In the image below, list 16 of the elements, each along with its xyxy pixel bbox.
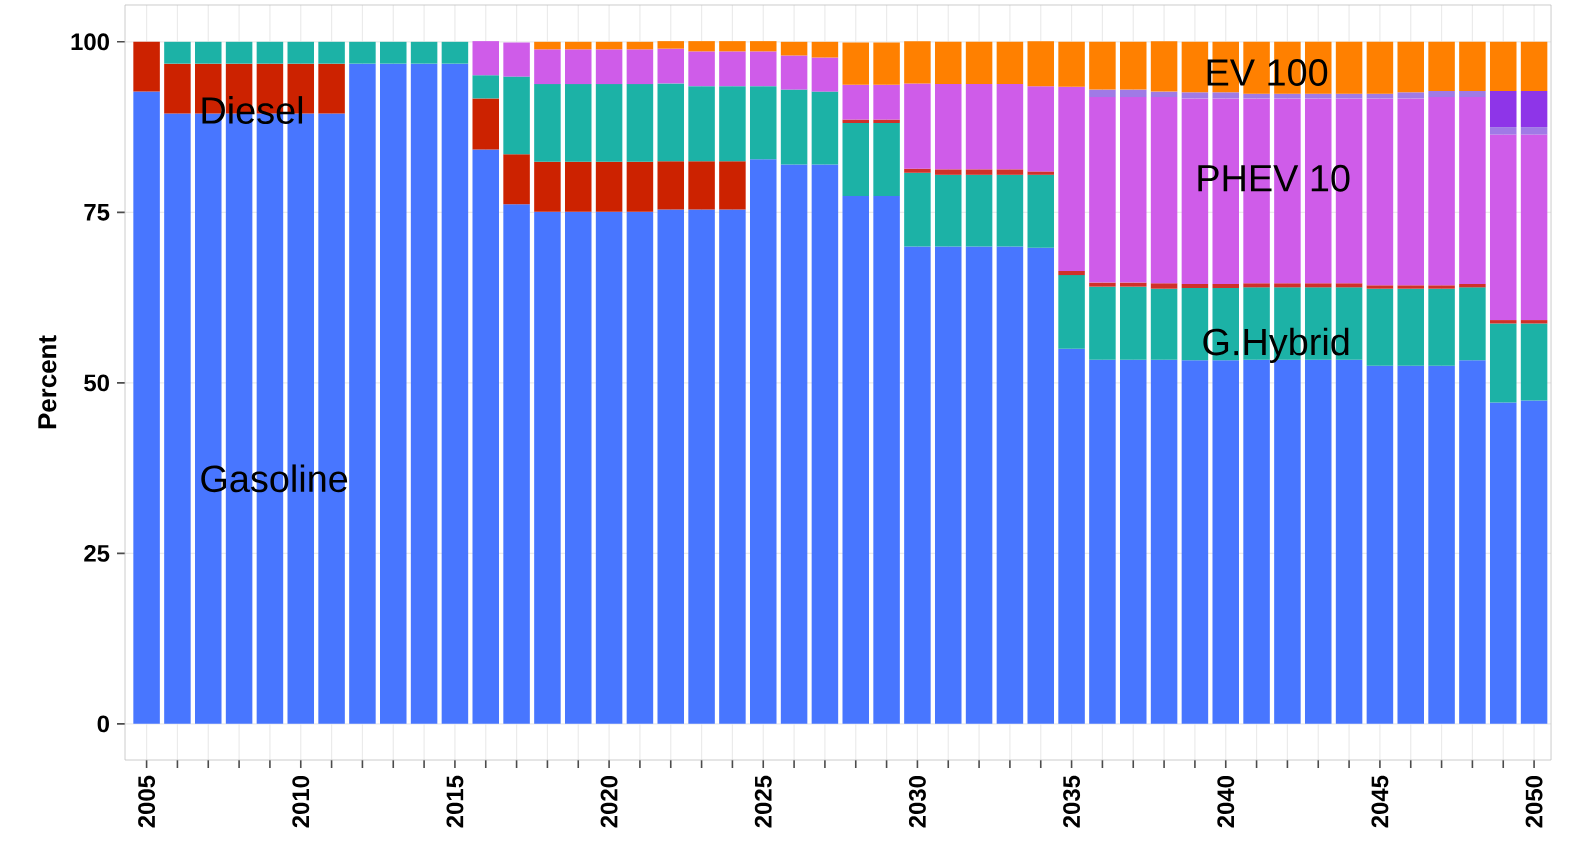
x-tick-label: 2030	[908, 776, 926, 828]
x-tick-label: 2035	[1063, 775, 1081, 828]
x-tick-label: 2015	[446, 775, 464, 828]
x-tick-label: 2025	[754, 775, 772, 828]
y-tick-label: 50	[84, 374, 109, 392]
y-tick-label: 75	[84, 204, 110, 221]
x-tick-label: 2045	[1371, 775, 1389, 828]
x-tick-label: 2050	[1525, 776, 1543, 828]
x-tick-label: 2020	[600, 776, 618, 828]
y-tick-label: 100	[71, 33, 109, 51]
y-axis-title: Percent	[38, 335, 57, 429]
x-tick-label: 2005	[138, 775, 156, 828]
x-tick-label: 2010	[292, 776, 310, 828]
x-tick-label: 2040	[1217, 776, 1235, 828]
y-tick-label: 25	[84, 544, 110, 562]
y-tick-label: 0	[97, 715, 109, 733]
